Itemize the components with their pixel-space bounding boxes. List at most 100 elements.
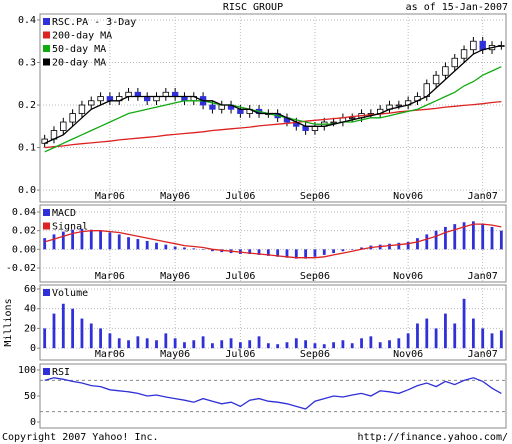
bar (71, 229, 75, 250)
bar (52, 313, 56, 349)
legend-swatch (43, 209, 50, 216)
x-tick-label: Sep06 (300, 271, 330, 282)
series-line (44, 100, 502, 149)
bar (388, 340, 391, 349)
bar (117, 338, 121, 349)
bar (266, 249, 270, 256)
bar (136, 239, 140, 250)
bar (453, 323, 457, 349)
bar (462, 222, 466, 250)
bar (99, 328, 102, 349)
candle-body (88, 100, 95, 106)
y-tick-label: 100 (18, 365, 36, 376)
y-tick-label: -0.02 (6, 263, 36, 274)
bar (164, 333, 168, 349)
bar (434, 328, 438, 349)
bar (397, 338, 401, 349)
x-tick-label: Jul06 (225, 191, 255, 202)
legend-label: 50-day MA (52, 44, 106, 55)
legend-label: RSI (52, 367, 70, 378)
bar (490, 333, 494, 349)
bar (99, 230, 102, 250)
bar (71, 308, 75, 349)
bar (211, 249, 214, 252)
series-line (44, 377, 502, 410)
x-tick-label: Nov06 (393, 349, 423, 360)
panel-frame (39, 284, 507, 361)
bar (471, 318, 475, 349)
bar (276, 344, 280, 349)
candle-body (60, 121, 67, 131)
y-tick-label: 0 (30, 417, 36, 428)
legend-label: Signal (52, 222, 88, 233)
bar (471, 221, 475, 250)
x-tick-label: Sep06 (300, 191, 330, 202)
y-tick-label: 60 (24, 284, 36, 295)
bar (304, 340, 308, 349)
candle-body (153, 96, 160, 102)
bar (416, 323, 419, 349)
bar (89, 229, 93, 250)
bar (294, 338, 298, 349)
bar (322, 344, 326, 349)
bar (285, 342, 289, 349)
candle-body (41, 138, 48, 144)
candle-body (143, 96, 151, 102)
legend-label: 20-day MA (52, 58, 106, 69)
bar (369, 336, 373, 349)
bar (462, 298, 466, 349)
candle-body (349, 117, 356, 120)
legend-swatch (43, 31, 50, 39)
candle-body (432, 74, 440, 85)
bar (136, 336, 140, 349)
bar (350, 249, 354, 250)
candle-body (395, 104, 403, 107)
legend-label: MACD (52, 208, 76, 219)
series-line (44, 223, 502, 259)
panel-frame (39, 363, 507, 429)
bar (378, 342, 382, 349)
y-tick-label: 0.3 (18, 57, 36, 68)
candle-body (78, 104, 86, 114)
bar (313, 343, 317, 349)
bar (192, 340, 196, 349)
bar (220, 340, 224, 349)
x-tick-label: Nov06 (393, 191, 423, 202)
x-tick-label: May06 (160, 191, 190, 202)
legend-label: RSC.PA - 3-Day (52, 17, 136, 28)
bar (127, 340, 130, 349)
y-tick-label: 0.04 (12, 207, 36, 218)
y-tick-label: 0.4 (18, 15, 36, 26)
bar (285, 249, 289, 258)
x-tick-label: Jan07 (468, 191, 498, 202)
legend-swatch (43, 58, 50, 66)
bar (89, 323, 93, 349)
panel-frame (39, 204, 507, 283)
candle-body (181, 96, 188, 102)
as-of-date: as of 15-Jan-2007 (406, 2, 508, 13)
y-tick-label: 0.00 (12, 244, 36, 255)
bar (248, 340, 252, 349)
candle-body (451, 57, 458, 68)
bar (127, 237, 130, 250)
y-tick-label: 0.02 (12, 226, 36, 237)
x-tick-label: Nov06 (393, 271, 423, 282)
legend-label: Volume (52, 288, 88, 299)
bar (201, 336, 205, 349)
bar (425, 234, 429, 250)
bar (155, 340, 158, 349)
bar (257, 336, 261, 349)
bar (164, 244, 168, 250)
chart-title: RISC GROUP (223, 2, 283, 13)
x-tick-label: Mar06 (95, 349, 125, 360)
bar (43, 328, 47, 349)
bar (201, 249, 205, 250)
y-tick-label: 0 (30, 343, 36, 354)
series-line (44, 44, 502, 144)
bar (43, 238, 47, 250)
x-tick-label: Jul06 (225, 271, 255, 282)
bar (322, 249, 326, 255)
legend-swatch (43, 45, 50, 52)
bar (341, 249, 345, 252)
